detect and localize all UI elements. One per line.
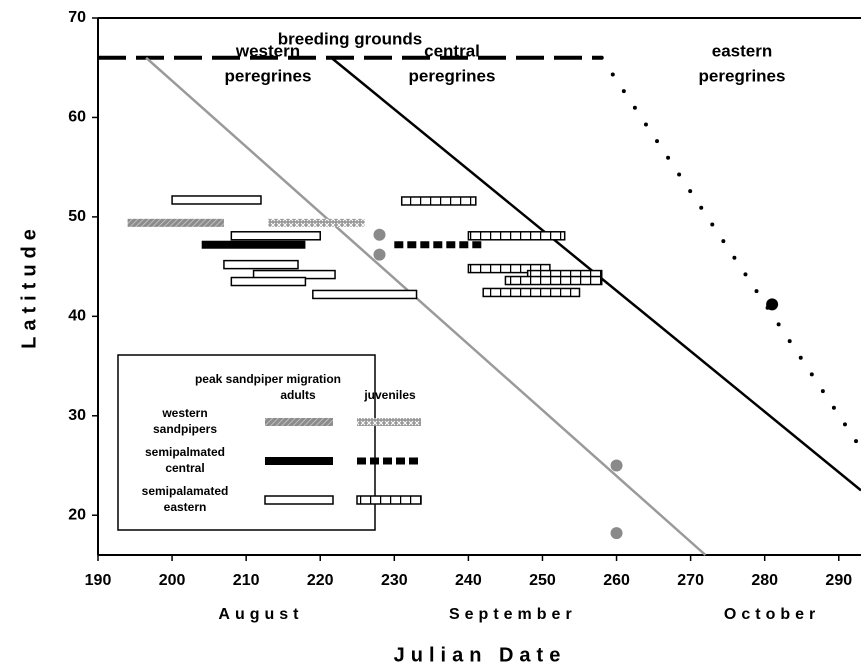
migration-bar bbox=[223, 259, 299, 270]
x-axis-label: Julian Date bbox=[394, 644, 567, 666]
x-tick-label: 240 bbox=[455, 572, 482, 589]
point bbox=[610, 527, 623, 540]
peregrine-line bbox=[599, 55, 861, 451]
legend-swatch bbox=[264, 495, 334, 505]
x-tick-label: 200 bbox=[159, 572, 186, 589]
legend-label: western bbox=[161, 406, 207, 420]
y-tick-label: 30 bbox=[68, 407, 86, 424]
point bbox=[610, 459, 623, 472]
migration-bar bbox=[400, 196, 477, 206]
x-tick-label: 230 bbox=[381, 572, 408, 589]
legend-swatch bbox=[356, 495, 422, 505]
y-tick-label: 60 bbox=[68, 109, 86, 126]
legend-swatch bbox=[357, 418, 421, 426]
x-tick-label: 280 bbox=[751, 572, 778, 589]
x-tick-label: 220 bbox=[307, 572, 334, 589]
legend-swatch bbox=[265, 457, 333, 465]
legend-title: peak sandpiper migration bbox=[195, 372, 341, 386]
legend-label: eastern bbox=[164, 500, 207, 514]
x-tick-label: 210 bbox=[233, 572, 260, 589]
month-label: September bbox=[449, 606, 577, 623]
point bbox=[373, 228, 386, 241]
legend-label: central bbox=[165, 461, 204, 475]
line-label: eastern bbox=[712, 41, 772, 60]
migration-bar bbox=[201, 240, 306, 249]
point bbox=[373, 248, 386, 261]
migration-bar bbox=[467, 263, 551, 274]
migration-bar bbox=[127, 218, 224, 227]
migration-bar bbox=[482, 287, 581, 298]
legend-label: sandpipers bbox=[153, 422, 217, 436]
line-label: western bbox=[235, 41, 300, 60]
month-label: October bbox=[724, 606, 820, 623]
month-label: August bbox=[218, 606, 303, 623]
line-label: breeding grounds bbox=[278, 29, 423, 48]
y-tick-label: 40 bbox=[68, 308, 86, 325]
migration-bar bbox=[230, 231, 321, 241]
legend-label: semipalmated bbox=[145, 445, 225, 459]
y-tick-label: 20 bbox=[68, 506, 86, 523]
y-tick-label: 50 bbox=[68, 208, 86, 225]
legend-column: adults bbox=[280, 388, 316, 402]
x-tick-label: 260 bbox=[603, 572, 630, 589]
legend-swatch bbox=[265, 418, 333, 426]
migration-bar bbox=[268, 218, 365, 227]
legend-label: semipalamated bbox=[142, 484, 229, 498]
y-axis-label: Latitude bbox=[18, 223, 40, 349]
migration-bar bbox=[467, 231, 566, 241]
line-label: peregrines bbox=[225, 66, 312, 85]
y-tick-label: 70 bbox=[68, 9, 86, 26]
line-label: peregrines bbox=[699, 66, 786, 85]
migration-bar bbox=[230, 276, 307, 287]
migration-bar bbox=[504, 275, 603, 286]
peregrine-line bbox=[145, 56, 707, 556]
x-tick-label: 190 bbox=[85, 572, 112, 589]
migration-bar bbox=[171, 195, 262, 205]
line-label: peregrines bbox=[409, 66, 496, 85]
x-tick-label: 290 bbox=[825, 572, 852, 589]
x-tick-label: 250 bbox=[529, 572, 556, 589]
x-tick-label: 270 bbox=[677, 572, 704, 589]
line-label: central bbox=[424, 41, 480, 60]
legend-column: juveniles bbox=[363, 388, 416, 402]
point bbox=[766, 298, 779, 311]
migration-bar bbox=[312, 289, 418, 300]
